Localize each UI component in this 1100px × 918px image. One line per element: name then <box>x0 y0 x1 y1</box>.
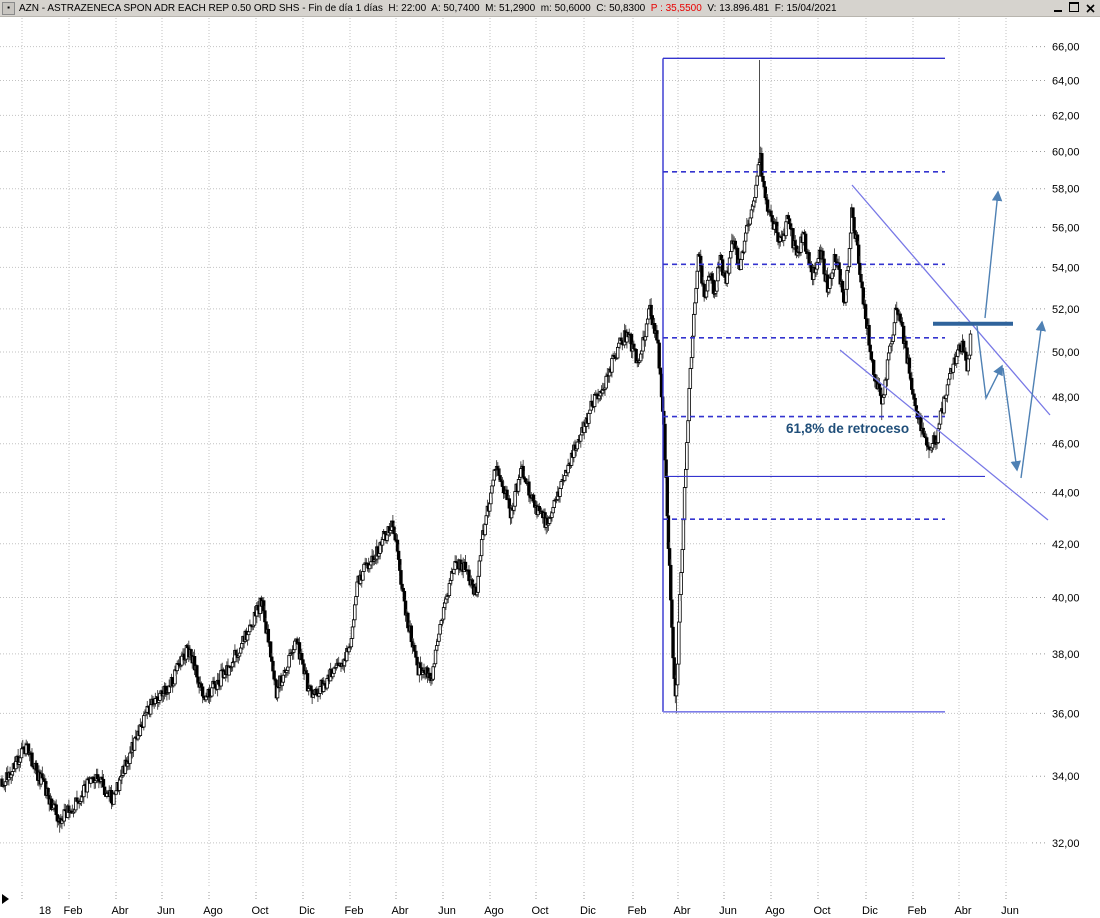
retracement-annotation-label[interactable]: 61,8% de retroceso <box>786 421 909 436</box>
channel-lower-line <box>839 349 1049 521</box>
y-axis-label: 56,00 <box>1052 222 1080 234</box>
projection-arrow <box>976 325 1003 401</box>
candlestick-series <box>0 60 973 833</box>
y-axis-label: 66,00 <box>1052 42 1080 54</box>
x-axis-label: Jun <box>1001 905 1019 917</box>
x-axis-label: Ago <box>765 905 785 917</box>
projection-arrows[interactable] <box>976 190 1047 479</box>
channel-upper-line <box>851 184 1051 416</box>
y-axis-label: 52,00 <box>1052 304 1080 316</box>
projection-arrow <box>1020 320 1047 479</box>
x-axis-label: 18 <box>39 905 51 917</box>
x-axis-label: Oct <box>531 905 548 917</box>
x-axis-label: Abr <box>391 905 408 917</box>
y-axis-label: 58,00 <box>1052 184 1080 196</box>
minimize-button[interactable] <box>1052 2 1064 13</box>
x-axis-label: Jun <box>438 905 456 917</box>
x-axis-label: Feb <box>64 905 83 917</box>
window-title-volume-date: V: 13.896.481 F: 15/04/2021 <box>701 2 837 14</box>
window-controls <box>1052 2 1096 13</box>
minimize-icon <box>1054 10 1062 12</box>
x-axis-label: Abr <box>111 905 128 917</box>
restore-button[interactable] <box>1068 2 1080 13</box>
y-axis-label: 40,00 <box>1052 592 1080 604</box>
window-menu-icon[interactable]: ▪ <box>2 1 15 15</box>
x-axis-label: Feb <box>345 905 364 917</box>
window-title-instrument: AZN - ASTRAZENECA SPON ADR EACH REP 0.50… <box>19 2 651 14</box>
grid-lines <box>0 18 1028 888</box>
y-axis-labels: 66,00 64,00 62,00 60,00 58,00 56,00 54,00 52,00… <box>1032 42 1080 850</box>
close-icon <box>1085 4 1095 13</box>
y-axis-label: 54,00 <box>1052 262 1080 274</box>
x-axis-label: Dic <box>862 905 878 917</box>
x-axis-label: Oct <box>813 905 830 917</box>
y-axis-label: 44,00 <box>1052 488 1080 500</box>
projection-arrow <box>1002 367 1021 472</box>
x-axis-label: Feb <box>628 905 647 917</box>
y-axis-label: 34,00 <box>1052 771 1080 783</box>
x-axis-label: Feb <box>908 905 927 917</box>
x-axis-label: Dic <box>299 905 315 917</box>
fib-retracement-drawing[interactable] <box>662 57 985 713</box>
y-axis-label: 46,00 <box>1052 439 1080 451</box>
y-axis-label: 64,00 <box>1052 75 1080 87</box>
restore-icon <box>1069 2 1079 12</box>
close-button[interactable] <box>1084 2 1096 13</box>
y-axis-label: 48,00 <box>1052 392 1080 404</box>
x-axis-labels: 18 Feb Abr Jun Ago Oct Dic Feb Abr Jun Ago Oct Dic Fe… <box>21 892 1019 917</box>
y-axis-label: 50,00 <box>1052 347 1080 359</box>
y-axis-label: 60,00 <box>1052 146 1080 158</box>
x-axis-label: Ago <box>484 905 504 917</box>
x-axis-label: Jun <box>157 905 175 917</box>
x-axis-label: Oct <box>251 905 268 917</box>
scroll-right-button[interactable] <box>2 894 9 904</box>
trend-channel-drawing[interactable] <box>839 184 1051 521</box>
x-axis-label: Abr <box>673 905 690 917</box>
x-axis-label: Ago <box>203 905 223 917</box>
y-axis-label: 32,00 <box>1052 838 1080 850</box>
y-axis-label: 36,00 <box>1052 708 1080 720</box>
x-axis-label: Abr <box>954 905 971 917</box>
window-titlebar[interactable]: ▪ AZN - ASTRAZENECA SPON ADR EACH REP 0.… <box>0 0 1100 17</box>
window-title-p-value: P : 35,5500 <box>650 2 702 14</box>
y-axis-label: 38,00 <box>1052 649 1080 661</box>
y-axis-label: 42,00 <box>1052 539 1080 551</box>
y-axis-label: 62,00 <box>1052 110 1080 122</box>
x-axis-label: Jun <box>719 905 737 917</box>
projection-arrow <box>984 190 1003 319</box>
x-axis-label: Dic <box>580 905 596 917</box>
